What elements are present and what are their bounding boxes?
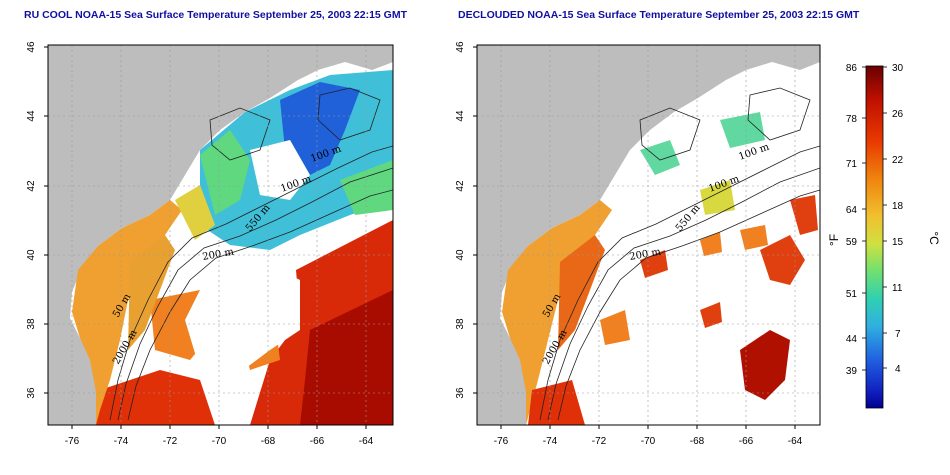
lat-tick-label: 36: [455, 387, 466, 399]
panel-title-right: DECLOUDED NOAA-15 Sea Surface Temperatur…: [458, 9, 860, 21]
lon-tick-label: -72: [163, 436, 178, 447]
land-mass-left: [48, 45, 393, 425]
colorbar-c-tick: 4: [895, 364, 901, 375]
lat-tick-label: 38: [455, 318, 466, 330]
sst-coastal-band-left: [72, 200, 182, 425]
lat-ticks-left: 46 44 42 40 38 36: [26, 41, 37, 399]
lon-tick-label: -66: [310, 436, 325, 447]
colorbar-f-tick: 64: [846, 205, 858, 216]
lon-tick-label: -68: [690, 436, 705, 447]
colorbar-f-tick: 51: [846, 289, 858, 300]
lat-tick-label: 40: [26, 249, 37, 261]
lat-ticks-right: 46 44 42 40 38 36: [455, 41, 466, 399]
lon-ticks-left: -76 -74 -72 -70 -68 -66 -64: [65, 436, 374, 447]
sst-cool-patches-right: [640, 112, 765, 175]
colorbar-c-tick: 15: [892, 237, 904, 248]
grid-lines-left: [48, 45, 393, 425]
colorbar-f-tick: 86: [846, 63, 858, 74]
sst-warm-patches-right: [640, 195, 818, 328]
lon-tick-label: -76: [65, 436, 80, 447]
lat-tick-label: 40: [455, 249, 466, 261]
grid-lines-right: [477, 45, 820, 425]
sst-warm-south-right: [528, 380, 585, 425]
bathymetry-contours-right: [539, 87, 820, 421]
lon-ticks-right: -76 -74 -72 -70 -68 -66 -64: [494, 436, 803, 447]
lat-tick-label: 46: [455, 41, 466, 53]
lon-tick-label: -70: [212, 436, 227, 447]
colorbar-c-tick: 22: [892, 155, 904, 166]
celsius-unit-label: °C: [927, 231, 941, 245]
lat-tick-label: 46: [26, 41, 37, 53]
colorbar-f-tick: 59: [846, 237, 858, 248]
lat-tick-label: 44: [26, 110, 37, 122]
colorbar-f-tick: 44: [846, 334, 858, 345]
sst-coastal-band-right: [502, 200, 612, 425]
map-panel-right: 100 m 100 m 550 m 200 m 50 m 2000 m -76 …: [455, 41, 821, 447]
map-panel-left: 100 m 100 m 550 m 200 m 50 m 2000 m -76 …: [26, 41, 394, 447]
panel-title-left: RU COOL NOAA-15 Sea Surface Temperature …: [24, 9, 408, 21]
lat-tick-label: 42: [26, 180, 37, 192]
lat-tick-label: 42: [455, 180, 466, 192]
bathymetry-contours-left: [109, 87, 393, 421]
temperature-colorbar: 86 78 71 64 59 51 44 39 30 26 22 18 15 1…: [827, 63, 941, 409]
colorbar-c-tick: 30: [892, 63, 904, 74]
colorbar-f-tick: 39: [846, 366, 858, 377]
colorbar-c-tick: 18: [892, 201, 904, 212]
lon-tick-label: -74: [543, 436, 558, 447]
sst-blue-region-left: [280, 82, 360, 180]
lat-tick-label: 36: [26, 387, 37, 399]
lon-tick-label: -74: [114, 436, 129, 447]
lat-tick-label: 38: [26, 318, 37, 330]
lat-tick-label: 44: [455, 110, 466, 122]
colorbar-f-tick: 71: [846, 159, 858, 170]
cloud-patch-left: [185, 140, 310, 380]
lon-tick-label: -72: [592, 436, 607, 447]
sst-yellow-region-left: [175, 185, 215, 240]
lon-tick-label: -68: [261, 436, 276, 447]
colorbar-c-tick: 7: [895, 329, 901, 340]
land-mass-right: [477, 45, 820, 425]
lon-tick-label: -64: [359, 436, 374, 447]
celsius-ticks: 30 26 22 18 15 11 7 4: [892, 63, 904, 375]
lon-tick-label: -66: [739, 436, 754, 447]
lon-tick-label: -70: [641, 436, 656, 447]
fahrenheit-ticks: 86 78 71 64 59 51 44 39: [846, 63, 858, 377]
colorbar-ramp: [865, 65, 884, 409]
lon-tick-label: -64: [788, 436, 803, 447]
colorbar-f-tick: 78: [846, 114, 858, 125]
colorbar-c-tick: 11: [892, 283, 903, 294]
fahrenheit-unit-label: °F: [827, 234, 841, 246]
colorbar-c-tick: 26: [892, 109, 904, 120]
sst-orange-patches-right: [600, 225, 768, 345]
sst-hot-core-right: [740, 330, 790, 400]
lon-tick-label: -76: [494, 436, 509, 447]
